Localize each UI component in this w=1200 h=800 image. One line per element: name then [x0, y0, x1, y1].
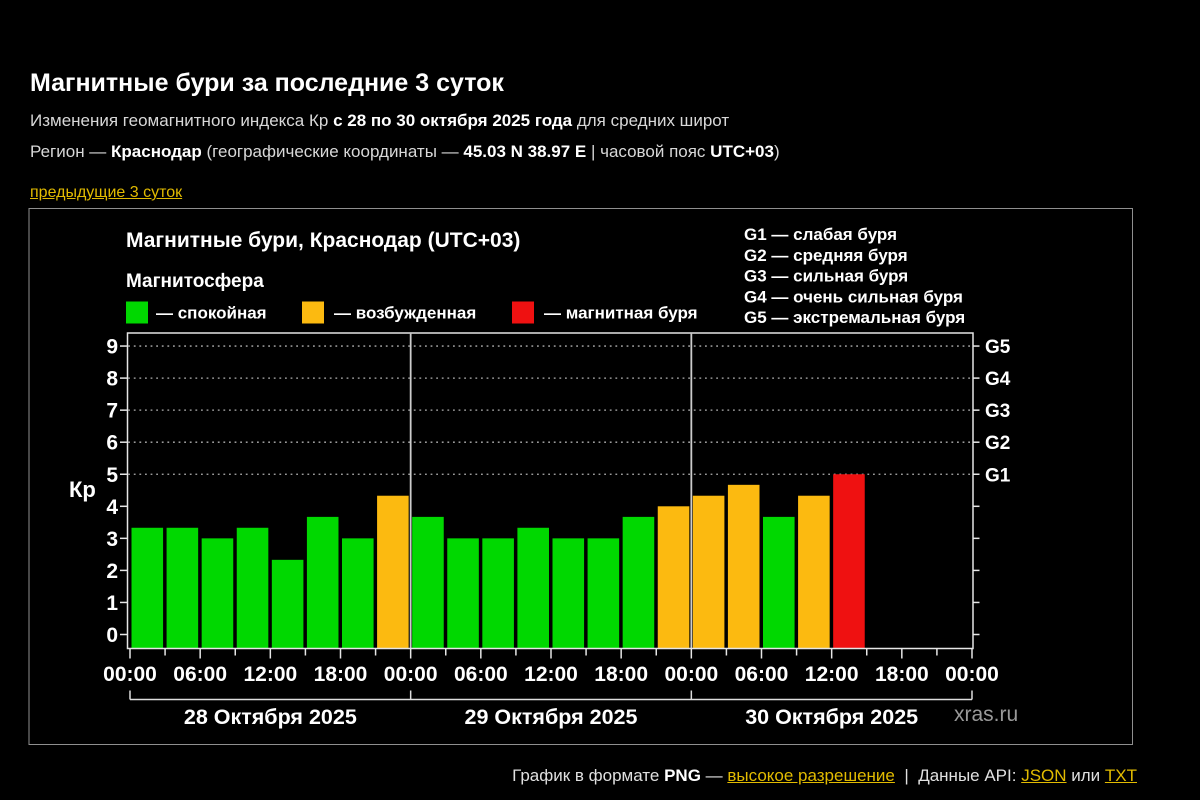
svg-text:18:00: 18:00: [594, 663, 648, 686]
svg-text:G4 — очень сильная буря: G4 — очень сильная буря: [744, 287, 963, 306]
svg-text:00:00: 00:00: [103, 663, 157, 686]
svg-text:G5: G5: [985, 337, 1011, 358]
svg-text:Кр: Кр: [69, 477, 96, 502]
svg-text:9: 9: [106, 336, 118, 359]
svg-text:06:00: 06:00: [173, 663, 227, 686]
svg-text:12:00: 12:00: [805, 663, 859, 686]
svg-text:G3 — сильная буря: G3 — сильная буря: [744, 267, 908, 286]
svg-text:G4: G4: [985, 369, 1011, 390]
svg-text:G5 — экстремальная буря: G5 — экстремальная буря: [744, 308, 965, 327]
svg-text:00:00: 00:00: [945, 663, 999, 686]
svg-text:G2: G2: [985, 433, 1010, 454]
svg-text:G1 — слабая буря: G1 — слабая буря: [744, 225, 897, 244]
svg-text:18:00: 18:00: [875, 663, 929, 686]
svg-text:xras.ru: xras.ru: [954, 703, 1018, 726]
svg-text:00:00: 00:00: [664, 663, 718, 686]
svg-text:0: 0: [106, 624, 118, 647]
svg-text:18:00: 18:00: [314, 663, 368, 686]
svg-text:— спокойная: — спокойная: [156, 304, 267, 323]
svg-text:2: 2: [106, 560, 118, 583]
svg-text:6: 6: [106, 432, 118, 455]
svg-text:30 Октября 2025: 30 Октября 2025: [745, 705, 918, 729]
svg-text:— магнитная буря: — магнитная буря: [544, 304, 698, 323]
svg-text:29 Октября 2025: 29 Октября 2025: [465, 705, 638, 729]
svg-text:5: 5: [106, 464, 118, 487]
svg-text:Магнитные бури, Краснодар (UTC: Магнитные бури, Краснодар (UTC+03): [126, 229, 520, 252]
svg-text:00:00: 00:00: [384, 663, 438, 686]
svg-text:12:00: 12:00: [243, 663, 297, 686]
svg-text:Магнитосфера: Магнитосфера: [126, 271, 264, 292]
svg-text:7: 7: [106, 400, 118, 423]
svg-text:G2 — средняя буря: G2 — средняя буря: [744, 246, 908, 265]
svg-text:06:00: 06:00: [735, 663, 789, 686]
svg-text:06:00: 06:00: [454, 663, 508, 686]
svg-text:8: 8: [106, 368, 118, 391]
svg-text:28 Октября 2025: 28 Октября 2025: [184, 705, 357, 729]
svg-text:G3: G3: [985, 401, 1010, 422]
svg-text:4: 4: [106, 496, 118, 519]
svg-text:12:00: 12:00: [524, 663, 578, 686]
svg-text:G1: G1: [985, 465, 1011, 486]
svg-text:1: 1: [106, 592, 118, 615]
svg-text:— возбужденная: — возбужденная: [334, 304, 476, 323]
svg-text:3: 3: [106, 528, 118, 551]
